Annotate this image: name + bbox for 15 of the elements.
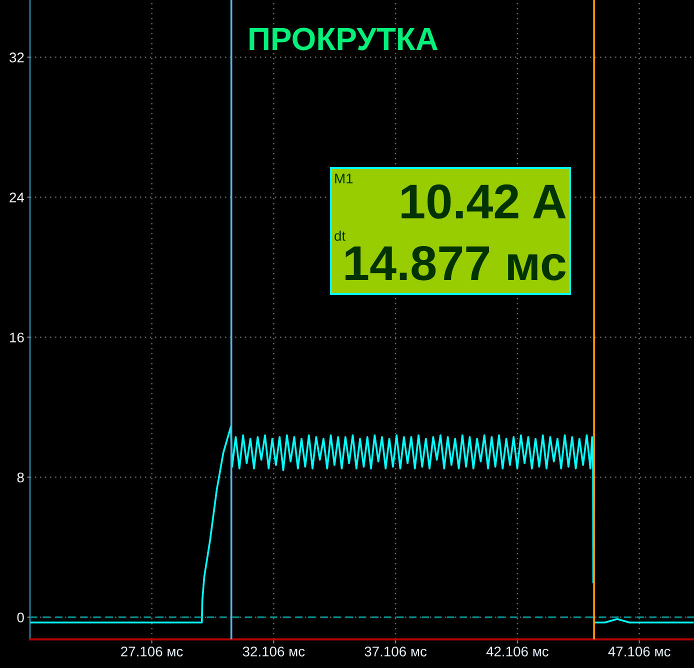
x-tick-label: 32.106 мс: [242, 646, 305, 656]
annotation: dt: [334, 230, 346, 241]
annotation: M1: [335, 174, 353, 184]
x-tick-label: 47.106 мс: [608, 646, 670, 656]
y-tick-label: 16: [10, 332, 24, 342]
annotation: 10.42 A: [402, 184, 566, 219]
x-tick-label: 37.106 мс: [364, 646, 427, 656]
text: ПРОКРУТКА: [250, 28, 438, 50]
x-tick-label: 27.106 мс: [121, 646, 183, 656]
x-tick-label: 42.106 мс: [486, 646, 548, 656]
y-tick-label: 8: [17, 472, 24, 482]
y-tick-label: 0: [17, 612, 24, 622]
y-tick-label: 32: [10, 52, 24, 62]
y-tick-label: 24: [10, 192, 24, 202]
annotation: 14.877 мс: [346, 246, 566, 280]
